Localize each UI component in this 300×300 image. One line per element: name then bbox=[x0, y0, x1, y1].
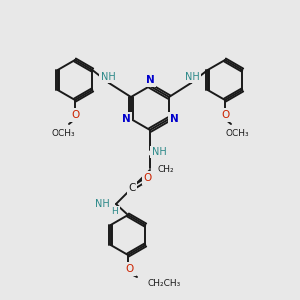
Text: O: O bbox=[144, 173, 152, 183]
Text: OCH₃: OCH₃ bbox=[51, 128, 75, 137]
Text: NH: NH bbox=[185, 72, 200, 82]
Text: NH: NH bbox=[100, 72, 115, 82]
Text: C: C bbox=[128, 183, 136, 193]
Text: N: N bbox=[170, 114, 178, 124]
Text: O: O bbox=[126, 264, 134, 274]
Text: NH: NH bbox=[95, 199, 110, 209]
Text: CH₂CH₃: CH₂CH₃ bbox=[148, 278, 181, 287]
Text: CH₂: CH₂ bbox=[158, 166, 175, 175]
Text: O: O bbox=[221, 110, 229, 120]
Text: OCH₃: OCH₃ bbox=[225, 128, 249, 137]
Text: N: N bbox=[122, 114, 130, 124]
Text: H: H bbox=[112, 208, 118, 217]
Text: O: O bbox=[71, 110, 79, 120]
Text: N: N bbox=[146, 75, 154, 85]
Text: NH: NH bbox=[152, 147, 166, 157]
